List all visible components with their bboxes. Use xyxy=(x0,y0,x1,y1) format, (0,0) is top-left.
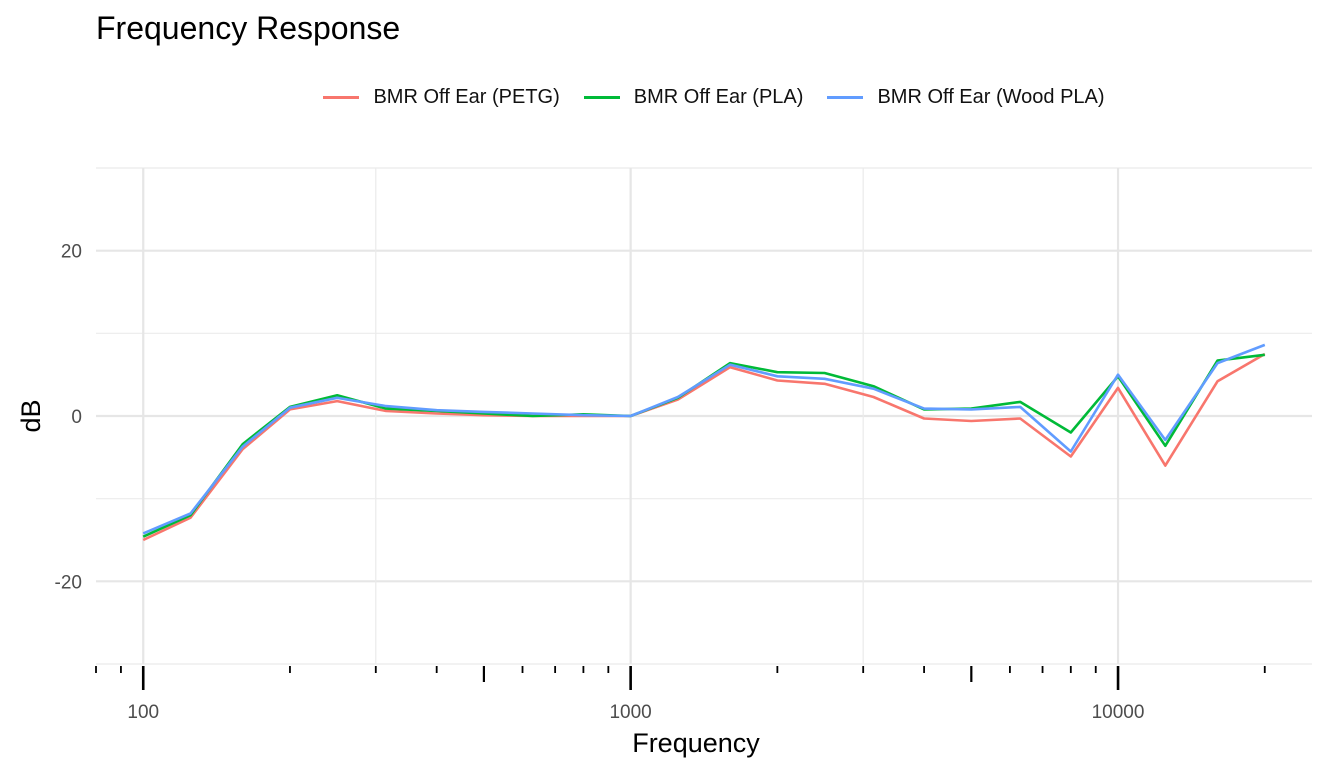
y-tick-label: -20 xyxy=(55,572,82,593)
legend-item-3: BMR Off Ear (Wood PLA) xyxy=(827,86,1105,109)
x-axis-title: Frequency xyxy=(632,728,760,758)
legend-label: BMR Off Ear (PLA) xyxy=(633,86,804,108)
y-axis-title: dB xyxy=(16,399,46,432)
x-tick-label: 10000 xyxy=(1092,702,1145,723)
x-tick-label: 1000 xyxy=(609,702,651,723)
legend-swatch xyxy=(583,96,620,99)
legend-item-1: BMR Off Ear (PETG) xyxy=(323,86,560,109)
legend-item-2: BMR Off Ear (PLA) xyxy=(583,86,804,109)
series-line-1 xyxy=(142,352,1266,542)
legend: BMR Off Ear (PETG) BMR Off Ear (PLA) BMR O… xyxy=(0,86,1328,109)
x-tick-label: 100 xyxy=(127,702,159,723)
legend-swatch xyxy=(827,96,864,99)
y-tick-label: 20 xyxy=(61,242,82,263)
legend-label: BMR Off Ear (Wood PLA) xyxy=(877,86,1105,108)
legend-swatch xyxy=(323,96,360,99)
legend-label: BMR Off Ear (PETG) xyxy=(373,86,560,108)
series-line-3 xyxy=(142,343,1266,535)
y-tick-label: 0 xyxy=(71,407,82,428)
chart-title: Frequency Response xyxy=(96,10,401,46)
